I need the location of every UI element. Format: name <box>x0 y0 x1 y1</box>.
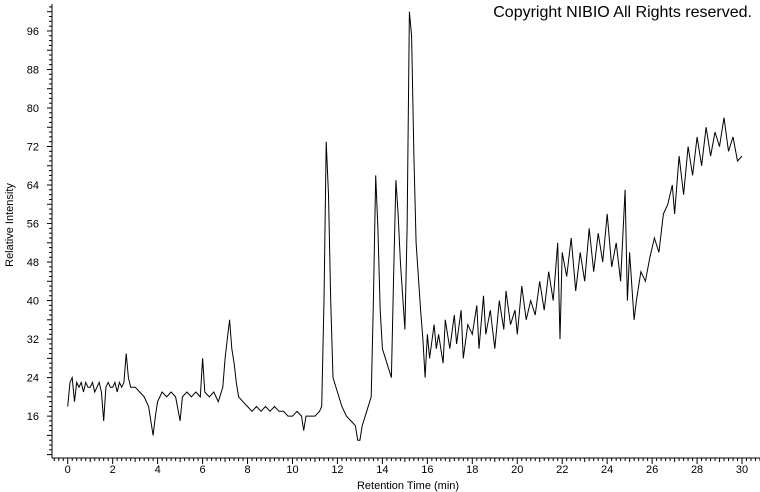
y-tick-label: 56 <box>27 219 39 231</box>
x-tick-label: 4 <box>155 464 161 476</box>
y-tick-label: 80 <box>27 103 39 115</box>
chromatogram-trace <box>67 11 743 441</box>
x-tick-label: 2 <box>110 464 116 476</box>
y-tick-label: 16 <box>27 411 39 423</box>
y-axis-title: Relative Intensity <box>4 183 16 267</box>
x-tick-label: 8 <box>244 464 250 476</box>
x-tick-label: 28 <box>691 464 703 476</box>
y-tick-label: 64 <box>27 180 39 192</box>
copyright-notice: Copyright NIBIO All Rights reserved. <box>493 4 752 21</box>
y-tick-label: 40 <box>27 296 39 308</box>
x-tick-label: 14 <box>376 464 388 476</box>
x-tick-label: 26 <box>646 464 658 476</box>
x-tick-label: 22 <box>556 464 568 476</box>
x-tick-label: 12 <box>331 464 343 476</box>
y-tick-label: 72 <box>27 142 39 154</box>
x-tick-label: 24 <box>601 464 613 476</box>
x-tick-label: 30 <box>736 464 748 476</box>
x-tick-label: 16 <box>421 464 433 476</box>
x-tick-label: 18 <box>466 464 478 476</box>
y-tick-label: 24 <box>27 373 39 385</box>
x-axis-title: Retention Time (min) <box>357 480 459 492</box>
x-tick-label: 10 <box>286 464 298 476</box>
y-tick-label: 48 <box>27 257 39 269</box>
x-tick-label: 6 <box>200 464 206 476</box>
x-tick-label: 0 <box>65 464 71 476</box>
y-tick-label: 96 <box>27 26 39 38</box>
x-tick-label: 20 <box>511 464 523 476</box>
y-tick-label: 32 <box>27 334 39 346</box>
y-tick-label: 88 <box>27 64 39 76</box>
axes <box>51 4 760 459</box>
